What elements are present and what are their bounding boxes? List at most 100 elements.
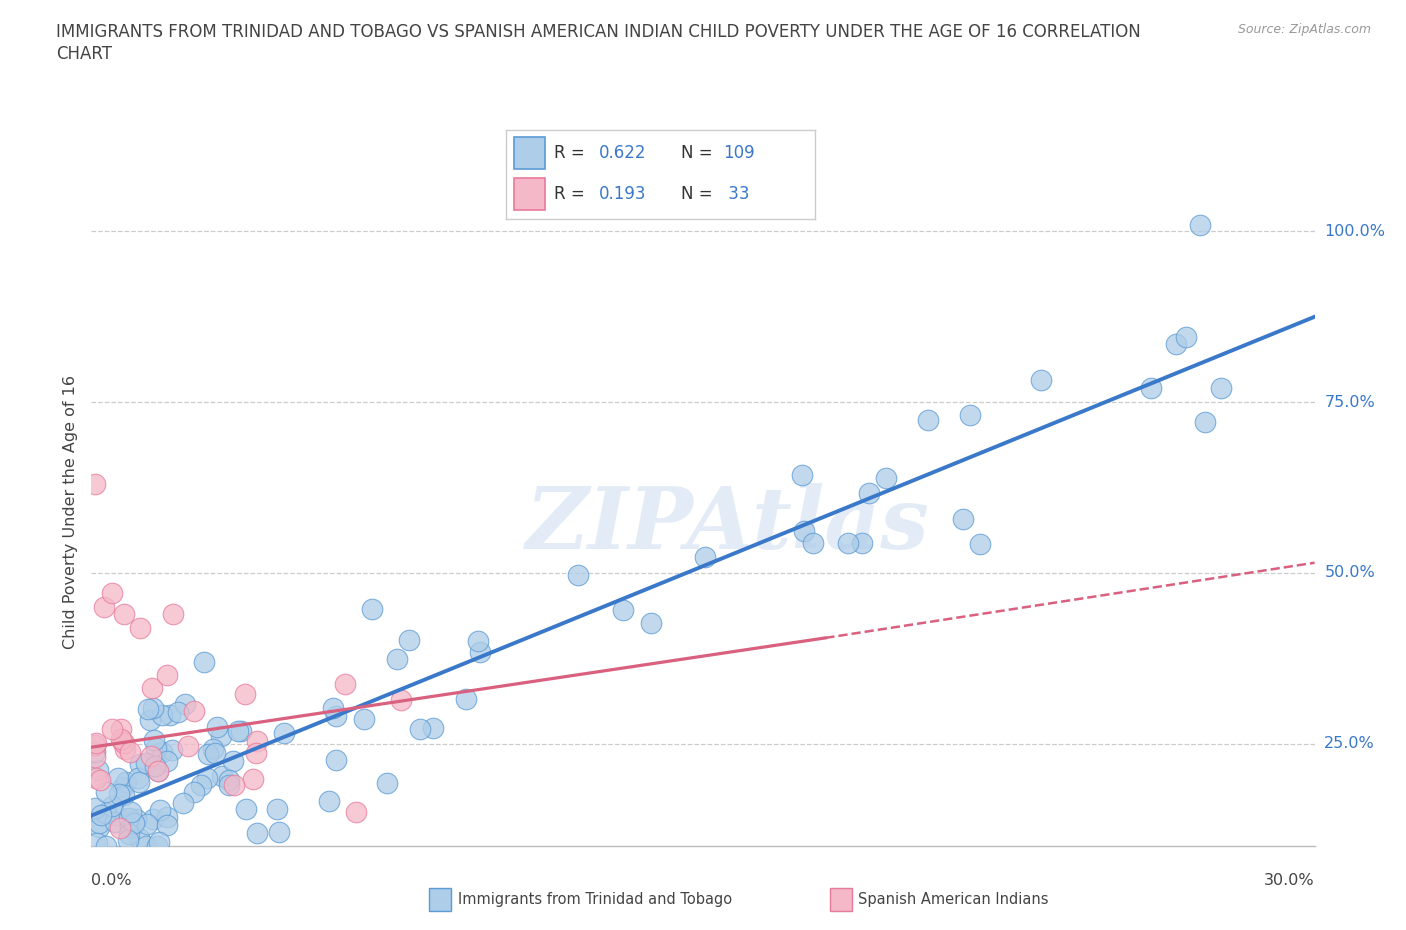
Point (201, 741, 224, 756)
Point (94, 805, 117, 820)
Text: R =: R = (554, 185, 591, 203)
Point (162, 606, 184, 621)
Point (1140, 380, 1163, 395)
Point (84, 749, 107, 764)
Point (269, 825, 291, 840)
Point (875, 471, 897, 485)
Point (222, 753, 245, 768)
Text: R =: R = (554, 144, 591, 162)
Point (112, 787, 135, 802)
Point (389, 693, 412, 708)
Text: 0.0%: 0.0% (91, 873, 132, 888)
Point (325, 752, 347, 767)
Point (149, 803, 172, 817)
Point (94, 784, 117, 799)
Point (792, 468, 814, 483)
Point (229, 724, 252, 739)
Point (318, 793, 340, 808)
Point (969, 537, 991, 551)
Point (197, 747, 219, 762)
Point (129, 620, 152, 635)
Point (567, 567, 589, 582)
Point (218, 777, 240, 792)
Point (118, 745, 141, 760)
Point (86, 835, 108, 850)
Point (235, 802, 257, 817)
Point (385, 652, 408, 667)
Point (1174, 329, 1197, 344)
Point (612, 603, 634, 618)
Point (135, 839, 157, 854)
Point (110, 722, 132, 737)
Text: 109: 109 (723, 144, 754, 162)
Point (172, 796, 194, 811)
Point (112, 779, 135, 794)
Point (114, 742, 136, 757)
Point (245, 746, 267, 761)
Point (952, 512, 974, 526)
Point (143, 759, 166, 774)
Point (127, 770, 149, 785)
Point (115, 774, 138, 789)
Point (353, 711, 375, 726)
Point (128, 775, 150, 790)
Point (141, 749, 163, 764)
Point (101, 722, 124, 737)
Point (118, 827, 141, 842)
Point (107, 787, 129, 802)
Point (84, 737, 107, 752)
Point (917, 413, 939, 428)
Point (150, 744, 173, 759)
Point (222, 777, 246, 792)
Point (266, 802, 288, 817)
Point (398, 632, 420, 647)
Point (84, 477, 107, 492)
Point (207, 720, 229, 735)
Text: Source: ZipAtlas.com: Source: ZipAtlas.com (1237, 23, 1371, 36)
Point (100, 799, 122, 814)
Text: 25.0%: 25.0% (1324, 737, 1375, 751)
Point (124, 816, 146, 830)
Point (322, 701, 344, 716)
Point (136, 701, 159, 716)
Point (174, 697, 197, 711)
Point (1164, 337, 1187, 352)
Point (162, 743, 184, 758)
Point (167, 705, 190, 720)
Point (851, 536, 873, 551)
Point (87, 816, 110, 830)
Point (101, 586, 124, 601)
Point (361, 602, 384, 617)
Point (125, 812, 148, 827)
Text: 30.0%: 30.0% (1264, 873, 1315, 888)
Point (183, 785, 205, 800)
Point (112, 736, 135, 751)
Text: Spanish American Indians: Spanish American Indians (858, 892, 1047, 907)
Text: ZIPAtlas: ZIPAtlas (526, 484, 929, 566)
Point (233, 686, 256, 701)
Point (156, 817, 179, 832)
Point (128, 830, 150, 845)
Text: CHART: CHART (56, 45, 112, 62)
Text: 0.193: 0.193 (599, 185, 647, 203)
Point (110, 821, 132, 836)
Text: N =: N = (681, 144, 718, 162)
Point (118, 819, 141, 834)
Point (467, 633, 489, 648)
Point (142, 811, 165, 826)
Point (1029, 373, 1052, 388)
Text: Immigrants from Trinidad and Tobago: Immigrants from Trinidad and Tobago (458, 892, 733, 907)
Point (226, 724, 249, 738)
Point (209, 728, 232, 743)
Text: IMMIGRANTS FROM TRINIDAD AND TOBAGO VS SPANISH AMERICAN INDIAN CHILD POVERTY UND: IMMIGRANTS FROM TRINIDAD AND TOBAGO VS S… (56, 23, 1142, 41)
Point (146, 764, 169, 778)
Point (148, 834, 170, 849)
Point (470, 644, 492, 659)
Point (87, 763, 110, 777)
Point (143, 732, 166, 747)
Point (858, 485, 880, 500)
Point (141, 681, 163, 696)
FancyBboxPatch shape (513, 178, 544, 210)
Point (84, 770, 107, 785)
Point (693, 550, 716, 565)
